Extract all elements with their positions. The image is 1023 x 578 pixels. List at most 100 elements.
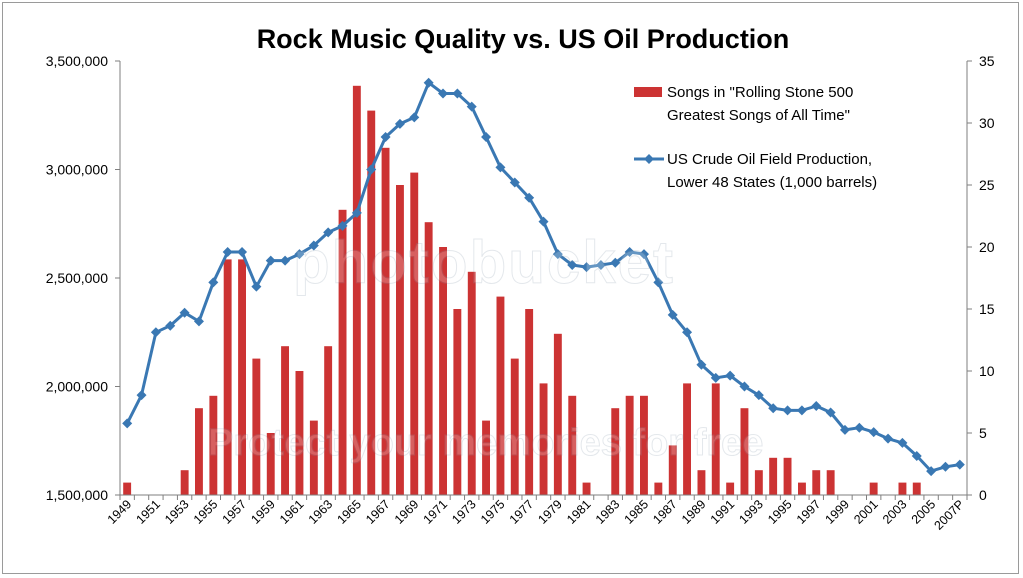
bar-1954 (195, 408, 203, 495)
line-point-1981 (581, 262, 592, 273)
right-tick-label: 35 (979, 53, 995, 69)
x-tick-label: 1975 (478, 497, 508, 527)
x-tick-label: 2001 (851, 497, 881, 527)
bar-1997 (812, 470, 821, 495)
bar-2003 (898, 482, 907, 495)
bar-1989 (697, 470, 706, 495)
bar-1957 (238, 259, 246, 495)
left-tick-label: 3,500,000 (46, 53, 108, 69)
bar-1953 (180, 470, 189, 495)
line-point-1980 (567, 259, 578, 270)
line-point-2005 (926, 466, 937, 477)
line-point-1965 (351, 207, 362, 218)
x-tick-label: 1957 (220, 497, 250, 527)
line-series (122, 77, 965, 477)
bar-1987 (668, 445, 677, 495)
x-tick-label: 1965 (334, 497, 364, 527)
line-point-1993 (753, 390, 764, 401)
x-tick-label: 2007P (931, 497, 966, 532)
line-point-1956 (222, 246, 233, 257)
line-point-2003 (897, 437, 908, 448)
line-point-1992 (739, 381, 750, 392)
bar-1973 (467, 271, 476, 495)
line-point-1975 (495, 162, 506, 173)
chart: Rock Music Quality vs. US Oil Production… (46, 24, 995, 533)
x-tick-label: 1971 (421, 497, 451, 527)
left-tick-label: 3,000,000 (46, 162, 108, 178)
x-tick-label: 1961 (277, 497, 307, 527)
legend-bar-label-line1: Songs in "Rolling Stone 500 (667, 84, 853, 101)
line-point-1988 (682, 327, 693, 338)
line-point-1962 (308, 240, 319, 251)
bar-1985 (640, 395, 648, 495)
right-tick-label: 10 (979, 363, 995, 379)
bar-1992 (740, 408, 749, 495)
line-point-2004 (911, 450, 922, 461)
line-point-1997 (811, 401, 822, 412)
line-point-1960 (280, 255, 291, 266)
bar-1955 (209, 395, 218, 495)
bar-1991 (726, 482, 735, 495)
line-point-1971 (438, 88, 449, 99)
line-point-1983 (610, 257, 621, 268)
bar-1996 (798, 482, 806, 495)
line-point-1964 (337, 220, 348, 231)
line-point-1995 (782, 405, 793, 416)
x-tick-label: 1991 (708, 497, 738, 527)
line-point-2001 (868, 427, 879, 438)
bar-series (123, 85, 921, 496)
x-tick-label: 1967 (363, 497, 393, 527)
line-point-1958 (251, 281, 262, 292)
x-tick-label: 1985 (622, 497, 652, 527)
line-point-2007P (954, 459, 965, 470)
x-tick-label: 1973 (449, 497, 479, 527)
line-point-1954 (193, 316, 204, 327)
bar-1949 (123, 482, 132, 495)
right-tick-label: 0 (979, 487, 987, 503)
line-point-1990 (710, 372, 721, 383)
line-point-1951 (150, 327, 161, 338)
bar-1964 (338, 209, 347, 496)
x-tick-label: 1955 (191, 497, 221, 527)
bar-1975 (496, 296, 505, 495)
x-tick-label: 1997 (794, 497, 824, 527)
legend-bar-label-line2: Greatest Songs of All Time" (667, 107, 850, 124)
line-point-1998 (825, 407, 836, 418)
bar-2004 (912, 482, 921, 495)
left-tick-label: 2,500,000 (46, 270, 108, 286)
watermark-tagline-text: Protect your memories for free (208, 422, 763, 464)
legend-line-label-line2: Lower 48 States (1,000 barrels) (667, 174, 877, 191)
x-tick-label: 1993 (736, 497, 766, 527)
bar-1984 (625, 395, 634, 495)
line-point-1994 (768, 403, 779, 414)
line-point-1957 (237, 246, 248, 257)
line-point-1986 (653, 277, 664, 288)
bar-1978 (539, 383, 548, 495)
line-point-1950 (136, 390, 147, 401)
bar-1970 (424, 222, 433, 495)
bar-1981 (582, 482, 591, 495)
bar-1988 (683, 383, 691, 495)
x-tick-label: 1989 (679, 497, 709, 527)
legend-line-label-line1: US Crude Oil Field Production, (667, 151, 872, 168)
x-tick-label: 1995 (765, 497, 795, 527)
line-point-1985 (638, 249, 649, 260)
right-tick-label: 25 (979, 177, 995, 193)
line-point-1979 (552, 249, 563, 260)
line-point-1961 (294, 249, 305, 260)
right-tick-label: 20 (979, 239, 995, 255)
bar-1958 (252, 358, 261, 495)
line-point-2002 (883, 433, 894, 444)
bar-1983 (611, 408, 620, 495)
x-tick-label: 1983 (593, 497, 623, 527)
bar-1956 (223, 259, 232, 495)
legend-line-marker (644, 154, 654, 164)
bar-1990 (711, 383, 720, 495)
bar-1971 (439, 247, 447, 495)
bar-1972 (453, 309, 462, 495)
bar-1974 (482, 420, 490, 495)
line-point-1976 (509, 177, 520, 188)
bar-1993 (754, 470, 763, 495)
x-tick-label: 2003 (880, 497, 910, 527)
left-tick-label: 1,500,000 (46, 487, 108, 503)
